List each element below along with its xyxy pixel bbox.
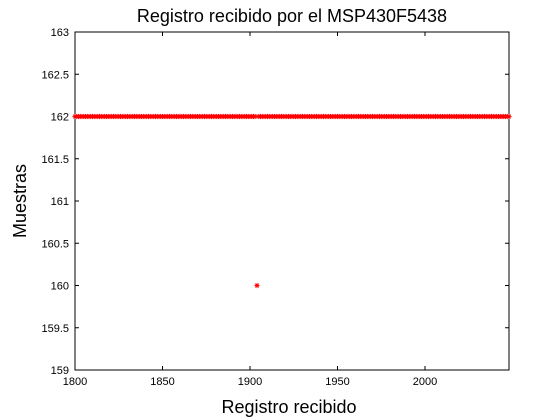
plot-area [74,31,510,371]
y-axis-label: Muestras [10,164,30,238]
y-tick-label: 160 [51,281,69,293]
data-points [72,113,512,289]
chart-title: Registro recibido por el MSP430F5438 [137,6,447,26]
x-axis-label: Registro recibido [221,397,356,417]
y-tick-label: 161 [51,196,69,208]
y-tick-label: 161.5 [41,154,69,166]
data-point [506,113,512,120]
x-tick-label: 1900 [238,376,262,388]
y-tick-label: 163 [51,27,69,39]
x-tick-label: 1950 [325,376,349,388]
y-tick-label: 159.5 [41,323,69,335]
y-tick-label: 159 [51,365,69,377]
y-tick-label: 160.5 [41,238,69,250]
x-tick-label: 1850 [150,376,174,388]
y-tick-label: 162 [51,112,69,124]
x-tick-label: 2000 [413,376,437,388]
x-tick-label: 1800 [63,376,87,388]
data-point [254,282,260,289]
ticks-layer: 1800 1850 1900 1950 2000 159 159.5 160 160.5 161 1… [41,27,509,388]
y-tick-label: 162.5 [41,69,69,81]
